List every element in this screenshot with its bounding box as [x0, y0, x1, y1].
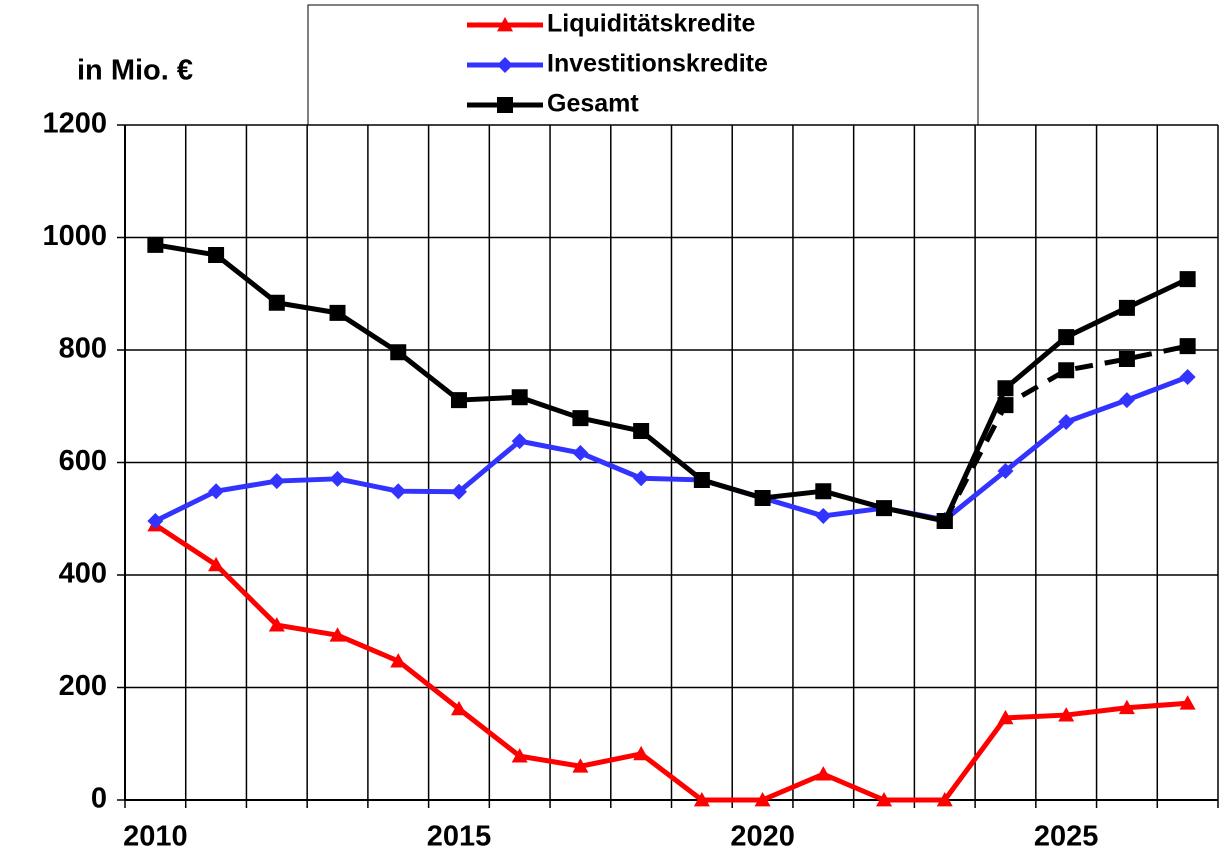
marker-diamond [497, 57, 513, 73]
x-tick-label: 2010 [123, 821, 188, 853]
marker-square [511, 389, 528, 406]
marker-diamond [329, 470, 346, 487]
marker-triangle [754, 792, 771, 807]
marker-diamond [450, 483, 467, 500]
marker-square [450, 392, 467, 409]
marker-square [815, 483, 832, 500]
y-tick-label: 1000 [42, 220, 107, 252]
series-line [942, 343, 1189, 523]
marker-square [390, 344, 407, 361]
marker-triangle [390, 653, 407, 668]
y-tick-label: 600 [59, 445, 107, 477]
marker-triangle [936, 792, 953, 807]
marker-triangle [450, 700, 467, 716]
marker-square [1179, 338, 1196, 355]
marker-square [876, 500, 893, 517]
marker-diamond [1179, 369, 1196, 385]
marker-diamond [815, 507, 832, 524]
marker-triangle [693, 792, 710, 807]
marker-square [329, 304, 346, 321]
marker-square [693, 471, 710, 488]
y-tick-label: 1200 [42, 108, 107, 140]
marker-triangle [1058, 707, 1075, 722]
y-tick-label: 200 [59, 670, 107, 702]
marker-diamond [1058, 414, 1075, 430]
marker-triangle [329, 627, 346, 642]
legend-label: Liquiditätskredite [547, 10, 755, 38]
marker-triangle [815, 766, 832, 781]
legend-label: Gesamt [547, 90, 639, 118]
marker-triangle [497, 17, 513, 32]
marker-triangle [1179, 695, 1196, 710]
marker-triangle [268, 617, 285, 632]
legend-box [307, 4, 979, 126]
y-tick-label: 0 [91, 783, 107, 815]
series-line [154, 242, 1189, 524]
marker-diamond [147, 513, 164, 529]
marker-square [147, 236, 164, 253]
series-line [154, 374, 1189, 524]
marker-diamond [208, 483, 225, 500]
marker-square [997, 397, 1014, 414]
marker-square [633, 423, 650, 439]
marker-square [1179, 271, 1196, 288]
x-tick-label: 2020 [730, 821, 795, 853]
marker-diamond [268, 473, 285, 490]
marker-diamond [572, 444, 589, 461]
marker-square [208, 246, 225, 263]
y-tick-label: 800 [59, 333, 107, 365]
y-tick-label: 400 [59, 558, 107, 590]
marker-square [1058, 362, 1075, 379]
marker-diamond [390, 483, 407, 500]
marker-square [1118, 351, 1135, 367]
marker-triangle [208, 556, 225, 572]
marker-diamond [997, 462, 1014, 479]
x-tick-label: 2025 [1034, 821, 1099, 853]
marker-triangle [572, 758, 589, 773]
marker-square [268, 294, 285, 311]
marker-square [936, 513, 953, 529]
marker-triangle [633, 745, 650, 761]
marker-diamond [633, 470, 650, 487]
marker-square [997, 380, 1014, 397]
x-tick-label: 2015 [427, 821, 492, 853]
legend-label: Investitionskredite [547, 50, 768, 78]
series-line [153, 522, 1188, 803]
marker-square [497, 97, 513, 113]
marker-diamond [1118, 392, 1135, 409]
marker-diamond [511, 433, 528, 450]
y-axis-label: in Mio. € [77, 55, 193, 87]
marker-triangle [511, 748, 528, 763]
marker-square [1058, 329, 1075, 346]
marker-triangle [997, 709, 1014, 725]
marker-triangle [1118, 699, 1135, 715]
marker-square [754, 489, 771, 506]
marker-square [572, 410, 589, 427]
marker-square [1118, 299, 1135, 316]
marker-triangle [876, 792, 893, 807]
